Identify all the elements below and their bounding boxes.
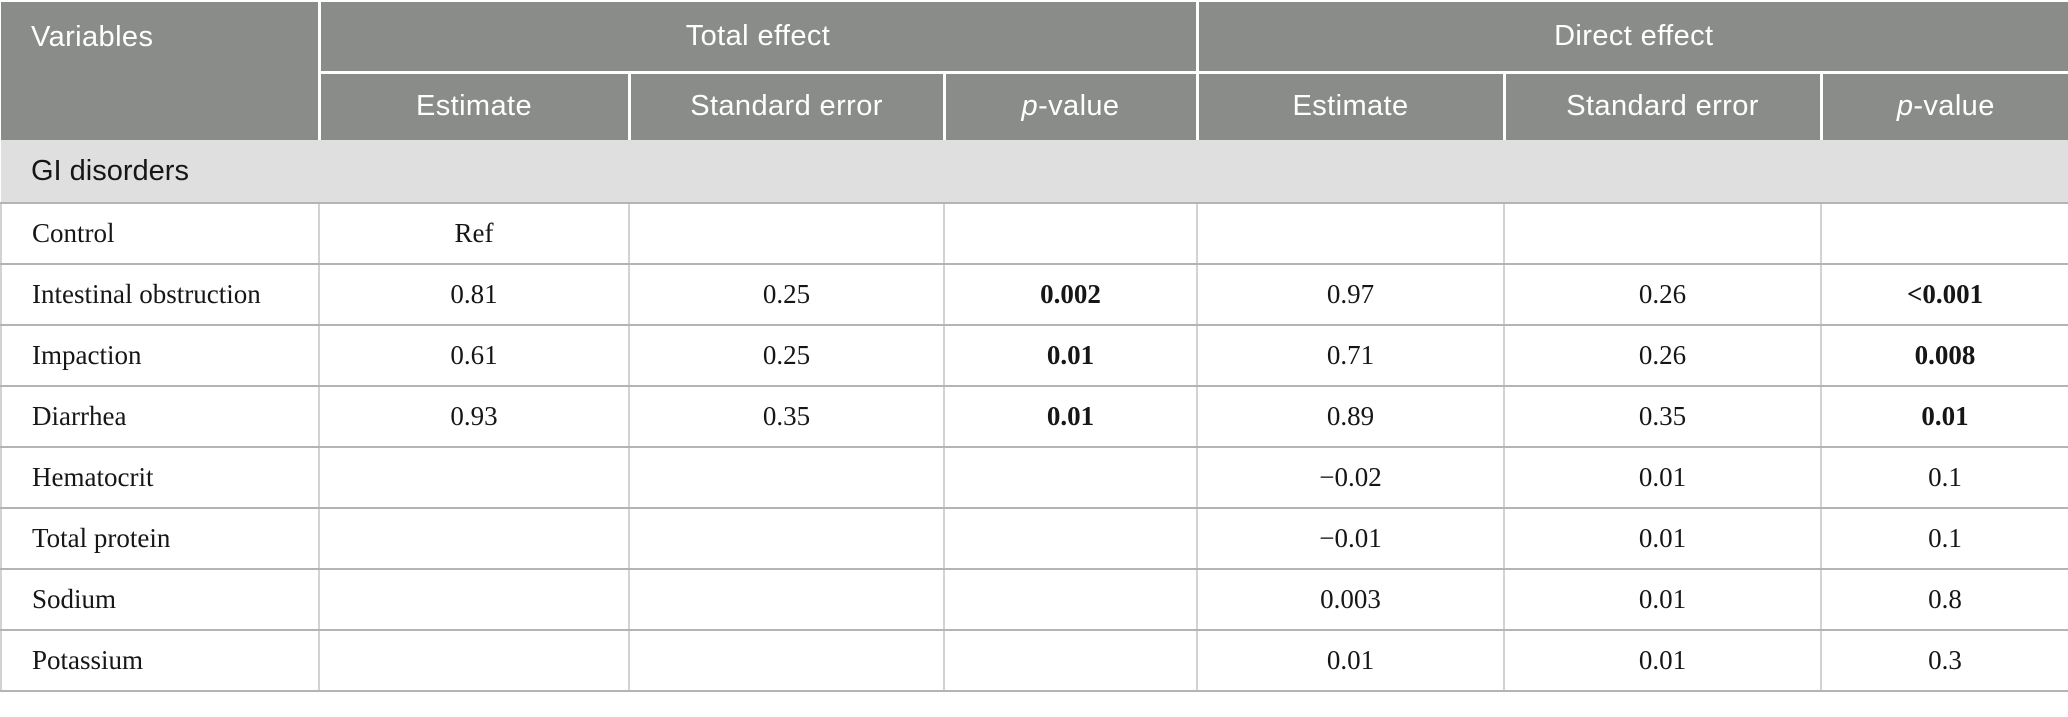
column-header-direct-standard-error: Standard error (1504, 72, 1823, 140)
cell-direct-standard-error: 0.01 (1504, 569, 1823, 631)
cell-direct-p-value: 0.008 (1821, 325, 2068, 387)
p-value-label: p-value (1896, 90, 1995, 123)
cell-direct-estimate: 0.01 (1197, 630, 1506, 692)
section-row: GI disorders (1, 140, 2068, 204)
cell-total-estimate: 0.81 (319, 264, 630, 326)
table-row-diarrhea: Diarrhea 0.93 0.35 0.01 0.89 0.35 0.01 (0, 386, 2068, 448)
cell-total-standard-error (629, 569, 945, 631)
cell-total-standard-error (629, 630, 945, 692)
row-label: Control (0, 203, 320, 265)
cell-direct-estimate: −0.01 (1197, 508, 1506, 570)
cell-direct-estimate: −0.02 (1197, 447, 1506, 509)
cell-direct-standard-error: 0.35 (1504, 386, 1823, 448)
column-group-total-effect: Total effect (319, 2, 1199, 74)
cell-direct-p-value: 0.1 (1821, 508, 2068, 570)
column-header-direct-p-value: p-value (1821, 72, 2068, 140)
section-header-gi-disorders: GI disorders (1, 140, 2068, 204)
cell-total-p-value: 0.01 (944, 386, 1199, 448)
column-header-total-estimate: Estimate (319, 72, 631, 140)
cell-total-estimate (319, 630, 630, 692)
column-header-total-p-value: p-value (944, 72, 1199, 140)
cell-direct-estimate: 0.97 (1197, 264, 1506, 326)
cell-total-standard-error (629, 203, 945, 265)
cell-total-estimate: 0.93 (319, 386, 630, 448)
cell-direct-p-value: 0.1 (1821, 447, 2068, 509)
cell-total-standard-error: 0.25 (629, 325, 945, 387)
cell-direct-estimate: 0.89 (1197, 386, 1506, 448)
cell-direct-standard-error: 0.26 (1504, 264, 1823, 326)
table-row-hematocrit: Hematocrit −0.02 0.01 0.1 (0, 447, 2068, 509)
cell-direct-estimate: 0.003 (1197, 569, 1506, 631)
cell-direct-p-value: <0.001 (1821, 264, 2068, 326)
cell-total-p-value: 0.002 (944, 264, 1199, 326)
cell-total-p-value (944, 203, 1199, 265)
cell-direct-p-value: 0.01 (1821, 386, 2068, 448)
cell-direct-standard-error: 0.01 (1504, 447, 1823, 509)
cell-direct-standard-error: 0.01 (1504, 630, 1823, 692)
cell-total-estimate: Ref (319, 203, 630, 265)
cell-direct-p-value: 0.3 (1821, 630, 2068, 692)
cell-total-estimate (319, 569, 630, 631)
cell-total-standard-error: 0.35 (629, 386, 945, 448)
row-label: Total protein (0, 508, 320, 570)
row-label: Sodium (0, 569, 320, 631)
cell-total-estimate: 0.61 (319, 325, 630, 387)
cell-direct-p-value: 0.8 (1821, 569, 2068, 631)
cell-direct-standard-error: 0.01 (1504, 508, 1823, 570)
column-header-variables: Variables (1, 2, 321, 140)
cell-total-p-value: 0.01 (944, 325, 1199, 387)
cell-direct-p-value (1821, 203, 2068, 265)
table-row-potassium: Potassium 0.01 0.01 0.3 (0, 630, 2068, 692)
row-label: Intestinal obstruction (0, 264, 320, 326)
effects-table: Variables Total effect Direct effect Est… (0, 2, 2068, 692)
table-row-sodium: Sodium 0.003 0.01 0.8 (0, 569, 2068, 631)
cell-total-standard-error (629, 447, 945, 509)
row-label: Hematocrit (0, 447, 320, 509)
cell-total-estimate (319, 508, 630, 570)
cell-direct-estimate: 0.71 (1197, 325, 1506, 387)
table-row-impaction: Impaction 0.61 0.25 0.01 0.71 0.26 0.008 (0, 325, 2068, 387)
row-label: Diarrhea (0, 386, 320, 448)
column-header-direct-estimate: Estimate (1197, 72, 1506, 140)
cell-total-p-value (944, 630, 1199, 692)
cell-total-estimate (319, 447, 630, 509)
effects-table-container: Variables Total effect Direct effect Est… (0, 2, 2068, 692)
cell-total-p-value (944, 447, 1199, 509)
table-header: Variables Total effect Direct effect Est… (1, 2, 2068, 140)
table-row-control: Control Ref (0, 203, 2068, 265)
cell-direct-standard-error: 0.26 (1504, 325, 1823, 387)
header-group-row: Variables Total effect Direct effect (1, 2, 2068, 140)
column-group-direct-effect: Direct effect (1197, 2, 2068, 74)
p-value-label: p-value (1021, 90, 1120, 123)
column-header-total-standard-error: Standard error (629, 72, 946, 140)
cell-total-p-value (944, 569, 1199, 631)
row-label: Impaction (0, 325, 320, 387)
cell-direct-estimate (1197, 203, 1506, 265)
cell-direct-standard-error (1504, 203, 1823, 265)
table-row-intestinal-obstruction: Intestinal obstruction 0.81 0.25 0.002 0… (0, 264, 2068, 326)
header-sub-row: Estimate Standard error p-value Estimate… (1, 72, 2068, 140)
table-body: GI disorders Control Ref Intestinal obst… (0, 140, 2068, 692)
cell-total-standard-error: 0.25 (629, 264, 945, 326)
row-label: Potassium (0, 630, 320, 692)
table-row-total-protein: Total protein −0.01 0.01 0.1 (0, 508, 2068, 570)
cell-total-p-value (944, 508, 1199, 570)
cell-total-standard-error (629, 508, 945, 570)
